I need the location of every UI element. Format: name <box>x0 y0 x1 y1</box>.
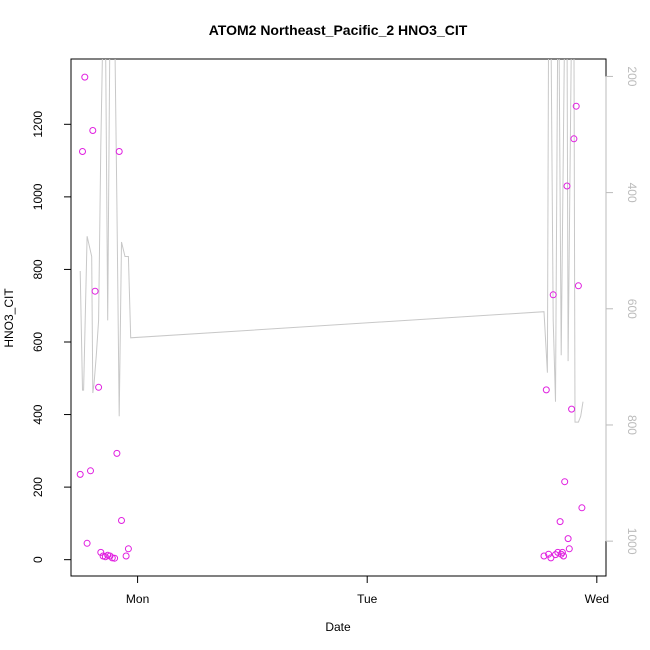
y-tick-label: 400 <box>31 404 45 424</box>
data-point <box>108 554 116 562</box>
data-point <box>564 535 572 543</box>
data-point <box>111 554 119 562</box>
data-point <box>83 539 91 547</box>
x-axis-label: Date <box>325 620 351 634</box>
data-point <box>115 148 123 155</box>
y2-tick-label: 200 <box>625 66 639 86</box>
data-point <box>122 552 130 560</box>
data-point <box>563 182 571 190</box>
y-tick-label: 1000 <box>31 183 45 210</box>
y2-tick-label: 400 <box>625 183 639 203</box>
y2-tick-label: 600 <box>625 299 639 319</box>
x-tick-label: Tue <box>357 592 378 606</box>
data-point <box>113 449 121 457</box>
y2-tick-label: 800 <box>625 415 639 435</box>
data-point <box>542 386 550 394</box>
y-tick-label: 1200 <box>31 111 45 138</box>
y-tick-label: 600 <box>31 332 45 352</box>
y-axis-label: HNO3_CIT <box>2 288 16 348</box>
data-point <box>561 478 569 486</box>
data-point <box>578 504 586 512</box>
data-point <box>568 405 576 413</box>
data-point <box>76 470 84 478</box>
plot-frame <box>70 58 607 577</box>
data-point <box>565 545 573 553</box>
data-point <box>558 548 566 556</box>
data-point <box>572 102 580 110</box>
y-tick-label: 0 <box>31 556 45 563</box>
x-axis: Mon Tue Wed <box>126 575 609 606</box>
x-tick-label: Mon <box>126 592 149 606</box>
points-layer <box>76 73 586 562</box>
data-point <box>560 552 567 560</box>
data-point <box>545 550 553 558</box>
data-point <box>554 548 562 556</box>
data-point <box>95 383 103 391</box>
data-point <box>87 467 94 475</box>
y-axis-right: 200 400 600 800 1000 <box>605 66 639 555</box>
data-point <box>547 554 555 562</box>
gray-line-series <box>79 59 584 423</box>
data-point <box>79 148 86 155</box>
data-point <box>89 127 97 134</box>
y-axis-left: 0 200 400 600 800 1000 1200 <box>31 111 72 563</box>
y-tick-label: 200 <box>31 477 45 497</box>
data-point <box>124 545 132 553</box>
data-point <box>557 550 565 558</box>
x-tick-label: Wed <box>585 592 609 606</box>
gray-line-layer <box>79 59 584 423</box>
y-tick-label: 800 <box>31 259 45 279</box>
data-point <box>97 548 105 556</box>
data-point <box>570 135 578 143</box>
data-point <box>549 291 557 299</box>
data-point <box>574 282 582 290</box>
y2-tick-label: 1000 <box>625 528 639 555</box>
data-point <box>118 517 125 524</box>
data-point <box>540 552 548 560</box>
data-point <box>81 73 89 81</box>
chart-title: ATOM2 Northeast_Pacific_2 HNO3_CIT <box>209 22 468 38</box>
data-point <box>91 287 99 295</box>
data-point <box>556 518 564 526</box>
